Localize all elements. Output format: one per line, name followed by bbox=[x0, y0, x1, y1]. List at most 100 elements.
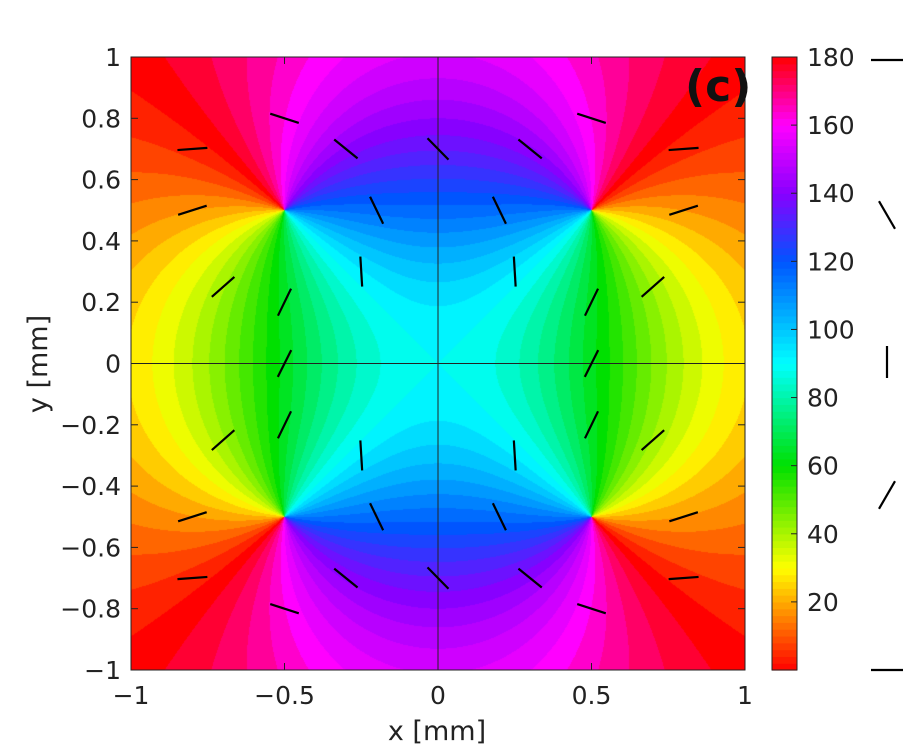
colorbar-band bbox=[772, 390, 797, 399]
colorbar-band bbox=[772, 329, 797, 337]
colorbar-band bbox=[772, 526, 797, 535]
orientation-marker bbox=[333, 567, 359, 589]
colorbar-band bbox=[772, 642, 797, 651]
colorbar-band bbox=[772, 479, 797, 487]
colorbar-tick-label: 60 bbox=[807, 452, 839, 481]
colorbar-band bbox=[772, 581, 797, 589]
colorbar-band bbox=[772, 138, 797, 147]
colorbar-band bbox=[772, 77, 797, 85]
y-tick-label: 0.2 bbox=[81, 288, 121, 317]
colorbar-band bbox=[772, 261, 797, 269]
colorbar-band bbox=[772, 629, 797, 637]
colorbar-band bbox=[772, 452, 797, 460]
colorbar-band bbox=[772, 363, 797, 371]
colorbar-band bbox=[772, 547, 797, 555]
colorbar-band bbox=[772, 234, 797, 242]
orientation-marker bbox=[426, 566, 450, 590]
colorbar-tick-label: 100 bbox=[807, 315, 855, 344]
orientation-marker bbox=[359, 256, 364, 287]
colorbar-band bbox=[772, 397, 797, 405]
colorbar-band bbox=[772, 309, 797, 317]
orientation-marker bbox=[583, 349, 600, 378]
orientation-marker bbox=[177, 204, 208, 216]
colorbar-band bbox=[772, 118, 797, 126]
colorbar-band bbox=[772, 159, 797, 167]
colorbar-band bbox=[772, 57, 797, 65]
legend-orientation-marker bbox=[878, 480, 896, 510]
colorbar-tick-label: 120 bbox=[807, 247, 855, 276]
colorbar-band bbox=[772, 220, 797, 228]
colorbar-band bbox=[772, 458, 797, 467]
heatmap-plot bbox=[131, 57, 745, 670]
colorbar-frame bbox=[771, 56, 798, 671]
colorbar-band bbox=[772, 506, 797, 514]
orientation-marker bbox=[668, 146, 699, 152]
orientation-marker bbox=[276, 288, 293, 317]
colorbar-band bbox=[772, 84, 797, 92]
colorbar-band bbox=[772, 635, 797, 644]
y-tick-label: 0.4 bbox=[81, 227, 121, 256]
orientation-marker bbox=[359, 440, 364, 471]
colorbar-band bbox=[772, 281, 797, 290]
colorbar-band bbox=[772, 370, 797, 378]
orientation-marker bbox=[491, 502, 507, 531]
colorbar-band bbox=[772, 111, 797, 119]
colorbar-band bbox=[772, 465, 797, 474]
orientation-marker bbox=[276, 410, 293, 439]
colorbar-band bbox=[772, 472, 797, 480]
orientation-marker bbox=[211, 276, 236, 298]
colorbar-band bbox=[772, 268, 797, 276]
orientation-marker bbox=[177, 511, 208, 523]
orientation-marker bbox=[640, 429, 665, 451]
orientation-marker bbox=[668, 575, 699, 581]
colorbar-band bbox=[772, 172, 797, 181]
colorbar-band bbox=[772, 145, 797, 153]
orientation-marker bbox=[177, 146, 208, 152]
y-tick-label: −0.6 bbox=[60, 533, 121, 562]
x-tick-label: −0.5 bbox=[254, 681, 315, 710]
colorbar-band bbox=[772, 131, 797, 140]
colorbar-band bbox=[772, 649, 797, 657]
colorbar-band bbox=[772, 104, 797, 113]
colorbar-band bbox=[772, 533, 797, 542]
colorbar-band bbox=[772, 179, 797, 188]
colorbar-band bbox=[772, 288, 797, 296]
y-tick-label: 0.6 bbox=[81, 166, 121, 195]
colorbar-tick-label: 80 bbox=[807, 384, 839, 413]
colorbar-tick-label: 160 bbox=[807, 111, 855, 140]
y-tick-label: −0.2 bbox=[60, 411, 121, 440]
colorbar-band bbox=[772, 622, 797, 630]
colorbar-band bbox=[772, 404, 797, 412]
colorbar-band bbox=[772, 554, 797, 562]
orientation-marker bbox=[583, 410, 600, 439]
colorbar-band bbox=[772, 247, 797, 256]
y-tick-label: 0.8 bbox=[81, 104, 121, 133]
colorbar-tick-label: 20 bbox=[807, 588, 839, 617]
colorbar-band bbox=[772, 227, 797, 235]
colorbar-tick-label: 140 bbox=[807, 179, 855, 208]
colorbar-band bbox=[772, 70, 797, 79]
colorbar-band bbox=[772, 125, 797, 133]
colorbar-tick-label: 180 bbox=[807, 43, 855, 72]
orientation-marker bbox=[576, 603, 607, 615]
orientation-marker bbox=[517, 567, 543, 589]
colorbar-band bbox=[772, 343, 797, 351]
colorbar-band bbox=[772, 540, 797, 548]
orientation-marker bbox=[369, 502, 385, 531]
colorbar-band bbox=[772, 424, 797, 433]
y-tick-label: −0.4 bbox=[60, 472, 121, 501]
x-tick-label: −1 bbox=[113, 681, 150, 710]
colorbar-band bbox=[772, 91, 797, 99]
orientation-marker bbox=[491, 196, 507, 225]
panel-label: (c) bbox=[685, 61, 751, 112]
colorbar-band bbox=[772, 193, 797, 201]
colorbar-band bbox=[772, 417, 797, 426]
colorbar-band bbox=[772, 499, 797, 508]
y-tick-label: −1 bbox=[84, 656, 121, 685]
orientation-legend bbox=[871, 58, 903, 672]
orientation-marker bbox=[369, 196, 385, 225]
orientation-marker bbox=[512, 256, 517, 287]
colorbar-band bbox=[772, 411, 797, 419]
colorbar-band bbox=[772, 322, 797, 331]
